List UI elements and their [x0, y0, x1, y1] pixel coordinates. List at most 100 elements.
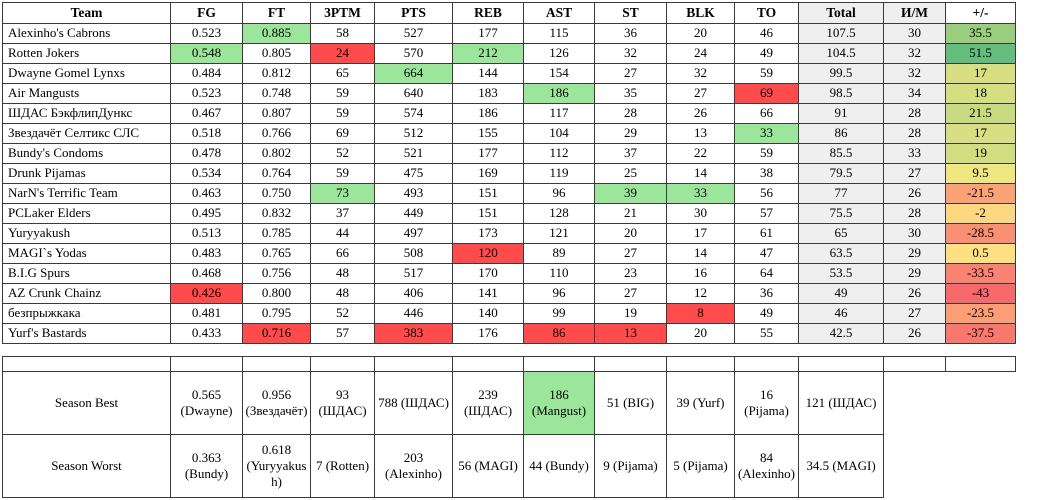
stat-cell: 29 [594, 123, 667, 144]
stat-cell: 55 [734, 323, 799, 344]
stat-cell: 59 [734, 63, 799, 84]
stat-cell: 126 [523, 43, 595, 64]
stat-cell: 77 [798, 183, 884, 204]
stat-cell: 32 [594, 43, 667, 64]
col-header-fg: FG [170, 2, 243, 24]
table-row: Yurf's Bastards 0.433 0.716 57 383 176 86 13 20 5… [2, 323, 1016, 344]
empty-cell [883, 356, 946, 372]
stat-cell: 20 [666, 323, 735, 344]
stat-cell: 493 [374, 183, 453, 204]
stat-cell: 155 [452, 123, 524, 144]
empty-row [2, 356, 1016, 372]
stat-cell: 38 [734, 163, 799, 184]
stat-cell: 0.785 [242, 223, 311, 244]
stat-cell: 17 [945, 63, 1016, 84]
stat-cell: 28 [883, 103, 946, 124]
stat-cell: 34 [883, 83, 946, 104]
stat-cell: 170 [452, 263, 524, 284]
stat-cell: 664 [374, 63, 453, 84]
season-stat-cell: 44 (Bundy) [523, 434, 595, 498]
team-cell: Air Mangusts [2, 83, 171, 104]
stat-cell: 24 [666, 43, 735, 64]
stat-cell: 570 [374, 43, 453, 64]
stat-cell: 26 [883, 323, 946, 344]
season-stat-cell: 0.565 (Dwayne) [170, 371, 243, 435]
stat-cell: 28 [883, 123, 946, 144]
season-stat-cell: 121 (ШДАС) [798, 371, 884, 435]
table-row: Alexinho's Cabrons 0.523 0.885 58 527 177 115 3… [2, 23, 1016, 44]
stat-cell: 59 [310, 163, 375, 184]
stat-cell: 16 [666, 263, 735, 284]
stat-cell: 61 [734, 223, 799, 244]
stat-cell: 42.5 [798, 323, 884, 344]
stat-cell: 212 [452, 43, 524, 64]
stat-cell: 75.5 [798, 203, 884, 224]
stat-cell: 17 [666, 223, 735, 244]
stat-cell: 91 [798, 103, 884, 124]
stat-cell: 521 [374, 143, 453, 164]
col-header-total: Total [798, 2, 884, 24]
stat-cell: 69 [734, 83, 799, 104]
team-cell: Drunk Pijamas [2, 163, 171, 184]
stat-cell: 0.523 [170, 23, 243, 44]
stat-cell: 29 [883, 263, 946, 284]
stat-cell: 29 [883, 243, 946, 264]
team-cell: Bundy's Condoms [2, 143, 171, 164]
outside-table-area [883, 434, 1016, 498]
stat-cell: 0.534 [170, 163, 243, 184]
stat-cell: 73 [310, 183, 375, 204]
table-row: Yuryyakush 0.513 0.785 44 497 173 121 20 17 61 65 3… [2, 223, 1016, 244]
col-header-3ptm: 3PTM [310, 2, 375, 24]
stat-cell: 144 [452, 63, 524, 84]
stat-cell: 104 [523, 123, 595, 144]
season-stat-cell: 84 (Alexinho) [734, 434, 799, 498]
stat-cell: 27 [594, 63, 667, 84]
stat-cell: 49 [798, 283, 884, 304]
stat-cell: 107.5 [798, 23, 884, 44]
empty-cell [798, 356, 884, 372]
stat-cell: 141 [452, 283, 524, 304]
team-cell: ШДАС БэкфлипДункс [2, 103, 171, 124]
stat-cell: 64 [734, 263, 799, 284]
table-row: B.I.G Spurs 0.468 0.756 48 517 170 110 23 16 64 53… [2, 263, 1016, 284]
stat-cell: 63.5 [798, 243, 884, 264]
stat-cell: 0.548 [170, 43, 243, 64]
col-header-to: TO [734, 2, 799, 24]
stat-cell: 21 [594, 203, 667, 224]
team-cell: NarN's Terrific Team [2, 183, 171, 204]
stat-cell: 21.5 [945, 103, 1016, 124]
stat-cell: 0.523 [170, 83, 243, 104]
col-header-team: Team [2, 2, 171, 24]
stat-cell: 36 [594, 23, 667, 44]
col-header-+/-: +/- [945, 2, 1016, 24]
stat-cell: 86 [523, 323, 595, 344]
stat-cell: 121 [523, 223, 595, 244]
stat-cell: 48 [310, 263, 375, 284]
stat-cell: 96 [523, 183, 595, 204]
stat-cell: 18 [945, 83, 1016, 104]
stat-cell: 169 [452, 163, 524, 184]
stat-cell: 0.805 [242, 43, 311, 64]
stat-cell: 30 [883, 223, 946, 244]
stat-cell: 14 [666, 243, 735, 264]
stat-cell: 0.832 [242, 203, 311, 224]
stat-cell: 26 [883, 183, 946, 204]
table-row: Rotten Jokers 0.548 0.805 24 570 212 126 32 24 49… [2, 43, 1016, 64]
stat-cell: 24 [310, 43, 375, 64]
stat-cell: 0.468 [170, 263, 243, 284]
stat-cell: 0.513 [170, 223, 243, 244]
stat-cell: 47 [734, 243, 799, 264]
stat-cell: 110 [523, 263, 595, 284]
stat-cell: 19 [945, 143, 1016, 164]
col-header-blk: BLK [666, 2, 735, 24]
stat-cell: 33 [666, 183, 735, 204]
stat-cell: 17 [945, 123, 1016, 144]
stat-cell: 89 [523, 243, 595, 264]
stat-cell: 154 [523, 63, 595, 84]
col-header-reb: REB [452, 2, 524, 24]
table-row: Drunk Pijamas 0.534 0.764 59 475 169 119 25 14 38… [2, 163, 1016, 184]
table-row: NarN's Terrific Team 0.463 0.750 73 493 151 96… [2, 183, 1016, 204]
season-stat-cell: 9 (Pijama) [594, 434, 667, 498]
header-row: Team FG FT 3PTM PTS REB AST ST BLK TO Total И/М +/- [2, 2, 1016, 24]
stat-cell: 19 [594, 303, 667, 324]
